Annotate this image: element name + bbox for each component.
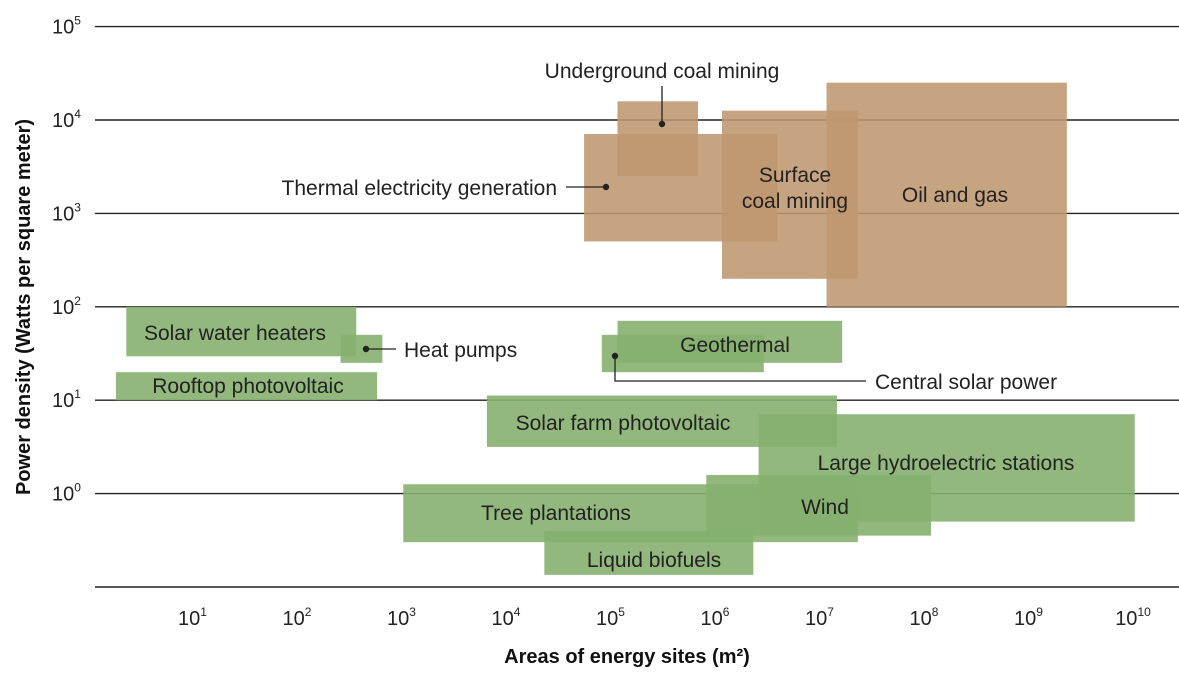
x-tick-label: 103: [387, 605, 416, 630]
label-wind: Wind: [801, 496, 849, 519]
dot-heat-pumps: [362, 345, 370, 353]
y-tick-label: 102: [52, 294, 81, 319]
x-tick-label: 108: [910, 605, 939, 630]
box-rooftop-photovoltaic: [115, 372, 378, 401]
y-tick-labels: 100 101 102 103 104 105: [52, 14, 81, 506]
y-tick-label: 103: [52, 200, 81, 225]
label-liquid-biofuels: Liquid biofuels: [587, 549, 721, 572]
leader-central-solar-power: [614, 356, 866, 382]
x-tick-label: 101: [178, 605, 207, 630]
range-boxes: [115, 82, 1135, 575]
region-labels: Surface coal mining Oil and gas Solar water…: [144, 164, 1074, 572]
label-heat-pumps: Heat pumps: [404, 339, 517, 362]
x-tick-label: 105: [596, 605, 625, 630]
label-rooftop-photovoltaic: Rooftop photovoltaic: [152, 375, 343, 398]
callouts: Underground coal mining Thermal electrici…: [282, 60, 1058, 394]
x-tick-label: 106: [701, 605, 730, 630]
label-solar-farm-photovoltaic: Solar farm photovoltaic: [516, 412, 731, 435]
label-tree-plantations: Tree plantations: [481, 502, 631, 525]
y-tick-label: 105: [52, 14, 81, 39]
y-axis-title: Power density (Watts per square meter): [13, 119, 35, 495]
x-tick-labels: 101 102 103 104 105 106 107 108 109 1010: [178, 605, 1151, 630]
x-tick-label: 109: [1014, 605, 1043, 630]
label-large-hydroelectric-stations: Large hydroelectric stations: [818, 452, 1075, 475]
label-underground-coal-mining: Underground coal mining: [545, 60, 780, 83]
x-tick-label: 1010: [1115, 605, 1151, 630]
box-solar-water-heaters: [126, 306, 357, 357]
label-oil-and-gas: Oil and gas: [902, 184, 1008, 207]
box-liquid-biofuels: [544, 530, 754, 575]
label-surface-coal-mining: Surface coal mining: [742, 164, 848, 213]
x-tick-label: 107: [805, 605, 834, 630]
box-central-solar-power: [601, 334, 764, 373]
box-oil-and-gas: [826, 82, 1067, 307]
y-tick-label: 104: [52, 107, 81, 132]
dot-underground-coal-mining: [658, 120, 666, 128]
label-central-solar-power: Central solar power: [875, 371, 1057, 394]
x-axis-title: Areas of energy sites (m²): [504, 646, 750, 668]
dot-central-solar-power: [611, 352, 619, 360]
y-tick-label: 100: [52, 481, 81, 506]
x-tick-label: 102: [283, 605, 312, 630]
label-thermal-electricity-generation: Thermal electricity generation: [282, 177, 557, 200]
x-tick-label: 104: [492, 605, 521, 630]
label-solar-water-heaters: Solar water heaters: [144, 322, 326, 345]
y-tick-label: 101: [52, 387, 81, 412]
dot-thermal-electricity-generation: [602, 183, 610, 191]
label-geothermal: Geothermal: [680, 334, 790, 357]
